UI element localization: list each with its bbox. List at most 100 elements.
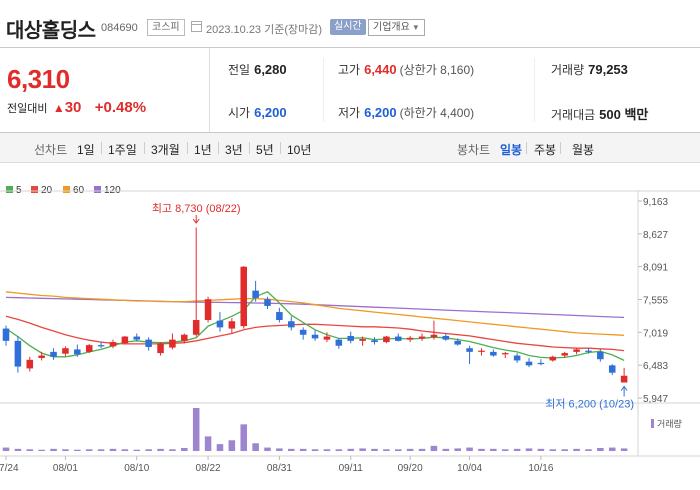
divider xyxy=(249,142,250,154)
candle-body xyxy=(311,334,319,339)
tab-3y[interactable]: 3년 xyxy=(225,143,243,157)
prev-close-label: 전일 xyxy=(228,63,251,77)
realtime-badge[interactable]: 실시간 xyxy=(330,19,366,35)
candle-body xyxy=(252,290,259,298)
low-annotation: 최저 6,200 (10/23) xyxy=(545,398,634,411)
tab-weekly[interactable]: 주봉 xyxy=(534,143,557,157)
volume-bar xyxy=(383,449,390,451)
divider xyxy=(187,142,188,154)
tab-10y[interactable]: 10년 xyxy=(287,143,312,157)
volume-bar xyxy=(608,447,616,451)
tab-1y[interactable]: 1년 xyxy=(194,143,212,157)
stock-chart[interactable]: 5 20 60 120 9,1638,6278,0917,5557,0196,4… xyxy=(0,176,700,490)
tab-5y[interactable]: 5년 xyxy=(256,143,274,157)
volume-bar xyxy=(478,448,485,451)
x-tick-label: 09/20 xyxy=(398,463,423,474)
candle-body xyxy=(394,336,402,341)
x-tick-label: 08/31 xyxy=(267,463,292,474)
price-summary: 6,310 전일대비 ▲30 +0.48% 전일 6,280 시가 6,200 고가… xyxy=(0,47,700,133)
candle-body xyxy=(620,375,628,383)
calendar-icon xyxy=(191,21,202,32)
moving-average-line-ma120 xyxy=(5,296,625,319)
tab-1w[interactable]: 1주일 xyxy=(108,143,137,157)
candle-body xyxy=(288,321,295,328)
volume-bar xyxy=(406,448,414,451)
tab-3m[interactable]: 3개월 xyxy=(151,143,180,157)
x-tick-label: 08/22 xyxy=(196,463,221,474)
volume-bar xyxy=(288,448,295,451)
quote-date: 2023.10.23 기준(장마감) xyxy=(206,24,323,36)
volume-bar xyxy=(26,449,34,451)
candle-body xyxy=(323,336,331,340)
candle-body xyxy=(38,355,45,358)
volume-bar xyxy=(181,447,188,451)
volume-bar xyxy=(359,448,366,451)
high-annotation-arrowhead xyxy=(192,218,200,224)
prev-close-stat: 전일 6,280 xyxy=(228,61,287,78)
candle-body xyxy=(549,356,557,361)
volume-bar xyxy=(323,449,331,451)
volume-legend-swatch xyxy=(651,419,654,428)
volume-bar xyxy=(276,448,283,451)
divider xyxy=(209,48,210,132)
chevron-down-icon: ▼ xyxy=(411,23,420,32)
candle-body xyxy=(525,361,533,366)
x-tick-label: 10/16 xyxy=(528,463,553,474)
low-value: 6,200 xyxy=(364,105,397,120)
candle-body xyxy=(157,343,164,354)
legend-swatch xyxy=(63,186,70,193)
candle-body xyxy=(335,339,343,346)
y-tick-label: 6,483 xyxy=(643,361,668,372)
y-tick-label: 9,163 xyxy=(643,197,668,208)
volume-bar xyxy=(50,448,57,451)
volume-bar xyxy=(109,448,117,451)
candle-body xyxy=(478,350,485,352)
company-overview-dropdown[interactable]: 기업개요 ▼ xyxy=(368,19,425,36)
candle-body xyxy=(145,339,152,347)
volume-bar xyxy=(561,449,568,451)
volume-bar xyxy=(394,449,402,451)
volume-bar xyxy=(430,445,438,451)
volume-bar xyxy=(204,436,212,451)
y-tick-label: 8,627 xyxy=(643,230,668,241)
change-percent: +0.48% xyxy=(94,99,147,116)
volume-bar xyxy=(454,448,461,451)
volume-bar xyxy=(442,448,450,451)
volume-bar xyxy=(14,448,22,451)
volume-label: 거래량 xyxy=(551,63,585,77)
candle-body xyxy=(109,342,117,347)
volume-bar xyxy=(216,444,224,451)
candle-body xyxy=(50,351,57,357)
company-name[interactable]: 대상홀딩스 xyxy=(6,20,96,42)
prev-close-value: 6,280 xyxy=(254,62,287,77)
volume-bar xyxy=(2,447,10,451)
candle-body xyxy=(276,312,283,321)
candle-body xyxy=(383,336,390,343)
high-stat: 고가 6,440 (상한가 8,160) xyxy=(338,61,474,78)
volume-bar xyxy=(466,447,473,451)
high-value: 6,440 xyxy=(364,62,397,77)
change-row: 전일대비 ▲30 +0.48% xyxy=(7,99,146,116)
candle-body xyxy=(264,299,271,306)
candle-body xyxy=(204,299,212,321)
market-badge: 코스피 xyxy=(147,19,185,36)
candlestick-chart[interactable]: 9,163 8,627 8,091 7,555 7,019 6,483 5,947 07/24… xyxy=(0,176,700,490)
x-tick-label: 08/01 xyxy=(53,463,78,474)
amount-label: 거래대금 xyxy=(551,108,596,122)
volume-bar xyxy=(121,449,129,451)
volume-legend-label: 거래량 xyxy=(657,418,682,429)
volume-bar xyxy=(240,424,248,451)
stock-code: 084690 xyxy=(101,22,138,34)
divider xyxy=(280,142,281,154)
y-tick-label: 5,947 xyxy=(643,394,668,405)
divider xyxy=(144,142,145,154)
tab-monthly[interactable]: 월봉 xyxy=(572,143,595,157)
volume-bar xyxy=(513,448,521,451)
candle-body xyxy=(97,345,105,347)
volume-bar xyxy=(311,449,319,451)
volume-bar xyxy=(620,448,628,451)
x-tick-label: 08/10 xyxy=(124,463,149,474)
open-label: 시가 xyxy=(228,106,251,120)
tab-daily[interactable]: 일봉 xyxy=(500,143,523,157)
tab-1d[interactable]: 1일 xyxy=(77,143,95,157)
